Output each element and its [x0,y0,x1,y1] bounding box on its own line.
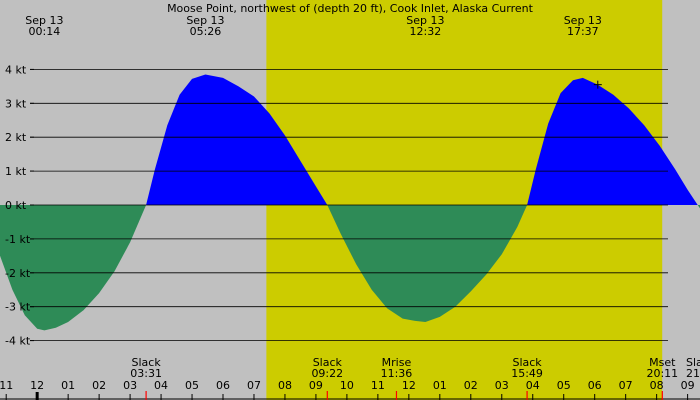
x-tick-label: 11 [0,379,13,392]
x-tick-label: 01 [433,379,447,392]
extremum-time: 12:32 [410,25,442,38]
x-tick-label: 01 [61,379,75,392]
extremum-time: 00:14 [29,25,61,38]
x-tick-label: 06 [588,379,602,392]
y-tick-label: 0 kt [5,199,27,212]
y-tick-label: 3 kt [5,97,27,110]
slack-event-time: 15:49 [511,367,543,380]
x-tick-label: 03 [123,379,137,392]
extremum-date: Sep 13 [406,14,444,27]
x-tick-label: 11 [371,379,385,392]
x-tick-label: 04 [154,379,168,392]
edge-event-time: 21 [686,367,700,380]
x-tick-label: 05 [185,379,199,392]
x-tick-label: 02 [464,379,478,392]
current-areas [0,74,700,331]
moon-event-label: Mset [649,356,676,369]
y-tick-label: 1 kt [5,165,27,178]
y-axis: 4 kt 3 kt 2 kt 1 kt 0 kt -1 kt -2 kt -3 kt -4 kt [5,63,34,348]
x-tick-label: 09 [309,379,323,392]
x-tick-label: 10 [340,379,354,392]
x-tick-label: 12 [30,379,44,392]
slack-event-label: Slack [512,356,542,369]
x-tick-label: 05 [557,379,571,392]
slack-event-label: Slack [132,356,162,369]
moon-event-label: Mrise [382,356,412,369]
moon-event-time: 11:36 [381,367,413,380]
flood-area [527,77,698,205]
x-tick-label: 08 [278,379,292,392]
gridlines [30,69,668,342]
ebb-area [327,205,528,322]
x-tick-label: 12 [402,379,416,392]
y-tick-label: -2 kt [5,267,31,280]
x-tick-label: 03 [495,379,509,392]
x-tick-label: 09 [681,379,695,392]
current-time-marker [593,80,602,89]
y-tick-label: -4 kt [5,335,31,348]
x-tick-label: 07 [247,379,261,392]
slack-event-time: 03:31 [130,367,162,380]
y-tick-label: 2 kt [5,131,27,144]
event-labels: Slack03:31Slack09:22Slack15:49Mrise11:36… [130,356,700,400]
x-tick-label: 07 [619,379,633,392]
extremum-date: Sep 13 [25,14,63,27]
x-tick-label: 04 [526,379,540,392]
extremum-date: Sep 13 [186,14,224,27]
x-axis: 11 12 01 02 03 04 05 06 07 08 09 10 11 12 01 02 03 04 05 06… [0,379,700,400]
extremum-date: Sep 13 [564,14,602,27]
x-tick-label: 02 [92,379,106,392]
x-tick-label: 06 [216,379,230,392]
slack-event-time: 09:22 [311,367,343,380]
extremum-time: 05:26 [190,25,222,38]
extremum-time: 17:37 [567,25,599,38]
chart-title: Moose Point, northwest of (depth 20 ft),… [167,2,534,15]
y-tick-label: -1 kt [5,233,31,246]
y-tick-label: -3 kt [5,301,31,314]
ebb-area [697,205,700,209]
y-tick-label: 4 kt [5,63,27,76]
moon-event-time: 20:11 [646,367,678,380]
x-tick-label: 08 [650,379,664,392]
flood-area [146,74,328,205]
ebb-area [0,205,147,331]
edge-event-label: Slac [686,356,700,369]
slack-event-label: Slack [313,356,343,369]
